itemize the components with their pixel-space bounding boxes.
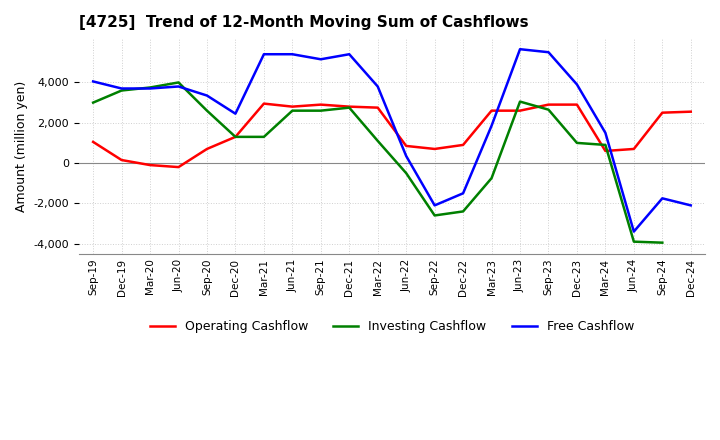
Operating Cashflow: [317, 102, 325, 107]
Investing Cashflow: [629, 239, 638, 244]
Investing Cashflow: [117, 88, 126, 93]
Operating Cashflow: [487, 108, 496, 114]
Free Cashflow: [317, 57, 325, 62]
Investing Cashflow: [431, 213, 439, 218]
Free Cashflow: [202, 93, 211, 98]
Free Cashflow: [89, 79, 97, 84]
Operating Cashflow: [231, 134, 240, 139]
Investing Cashflow: [487, 176, 496, 181]
Free Cashflow: [374, 84, 382, 89]
Investing Cashflow: [374, 138, 382, 143]
Investing Cashflow: [544, 107, 553, 112]
Free Cashflow: [431, 203, 439, 208]
Operating Cashflow: [601, 148, 610, 154]
Investing Cashflow: [89, 100, 97, 105]
Operating Cashflow: [572, 102, 581, 107]
Free Cashflow: [572, 82, 581, 87]
Operating Cashflow: [516, 108, 524, 114]
Free Cashflow: [658, 196, 667, 201]
Free Cashflow: [117, 86, 126, 91]
Investing Cashflow: [516, 99, 524, 104]
Operating Cashflow: [117, 158, 126, 163]
Investing Cashflow: [402, 170, 410, 176]
Investing Cashflow: [202, 108, 211, 114]
Y-axis label: Amount (million yen): Amount (million yen): [15, 81, 28, 212]
Free Cashflow: [686, 203, 695, 208]
Investing Cashflow: [459, 209, 467, 214]
Operating Cashflow: [544, 102, 553, 107]
Free Cashflow: [487, 123, 496, 128]
Free Cashflow: [459, 191, 467, 196]
Operating Cashflow: [288, 104, 297, 109]
Investing Cashflow: [658, 240, 667, 246]
Line: Free Cashflow: Free Cashflow: [93, 49, 690, 231]
Operating Cashflow: [174, 165, 183, 170]
Operating Cashflow: [89, 139, 97, 145]
Operating Cashflow: [145, 162, 154, 168]
Investing Cashflow: [317, 108, 325, 114]
Investing Cashflow: [345, 105, 354, 110]
Free Cashflow: [345, 51, 354, 57]
Operating Cashflow: [202, 147, 211, 152]
Operating Cashflow: [686, 109, 695, 114]
Investing Cashflow: [231, 134, 240, 139]
Text: [4725]  Trend of 12-Month Moving Sum of Cashflows: [4725] Trend of 12-Month Moving Sum of C…: [79, 15, 528, 30]
Free Cashflow: [516, 47, 524, 52]
Operating Cashflow: [402, 143, 410, 149]
Operating Cashflow: [658, 110, 667, 115]
Investing Cashflow: [288, 108, 297, 114]
Free Cashflow: [260, 51, 269, 57]
Investing Cashflow: [260, 134, 269, 139]
Operating Cashflow: [431, 147, 439, 152]
Operating Cashflow: [629, 147, 638, 152]
Free Cashflow: [174, 84, 183, 89]
Free Cashflow: [544, 50, 553, 55]
Free Cashflow: [145, 86, 154, 91]
Line: Operating Cashflow: Operating Cashflow: [93, 103, 690, 167]
Investing Cashflow: [572, 140, 581, 146]
Legend: Operating Cashflow, Investing Cashflow, Free Cashflow: Operating Cashflow, Investing Cashflow, …: [145, 315, 639, 338]
Free Cashflow: [231, 111, 240, 116]
Investing Cashflow: [174, 80, 183, 85]
Investing Cashflow: [601, 142, 610, 147]
Operating Cashflow: [345, 104, 354, 109]
Investing Cashflow: [145, 85, 154, 90]
Free Cashflow: [629, 229, 638, 234]
Operating Cashflow: [260, 101, 269, 106]
Operating Cashflow: [459, 142, 467, 147]
Line: Investing Cashflow: Investing Cashflow: [93, 82, 662, 243]
Operating Cashflow: [374, 105, 382, 110]
Free Cashflow: [601, 130, 610, 136]
Free Cashflow: [402, 154, 410, 159]
Free Cashflow: [288, 51, 297, 57]
